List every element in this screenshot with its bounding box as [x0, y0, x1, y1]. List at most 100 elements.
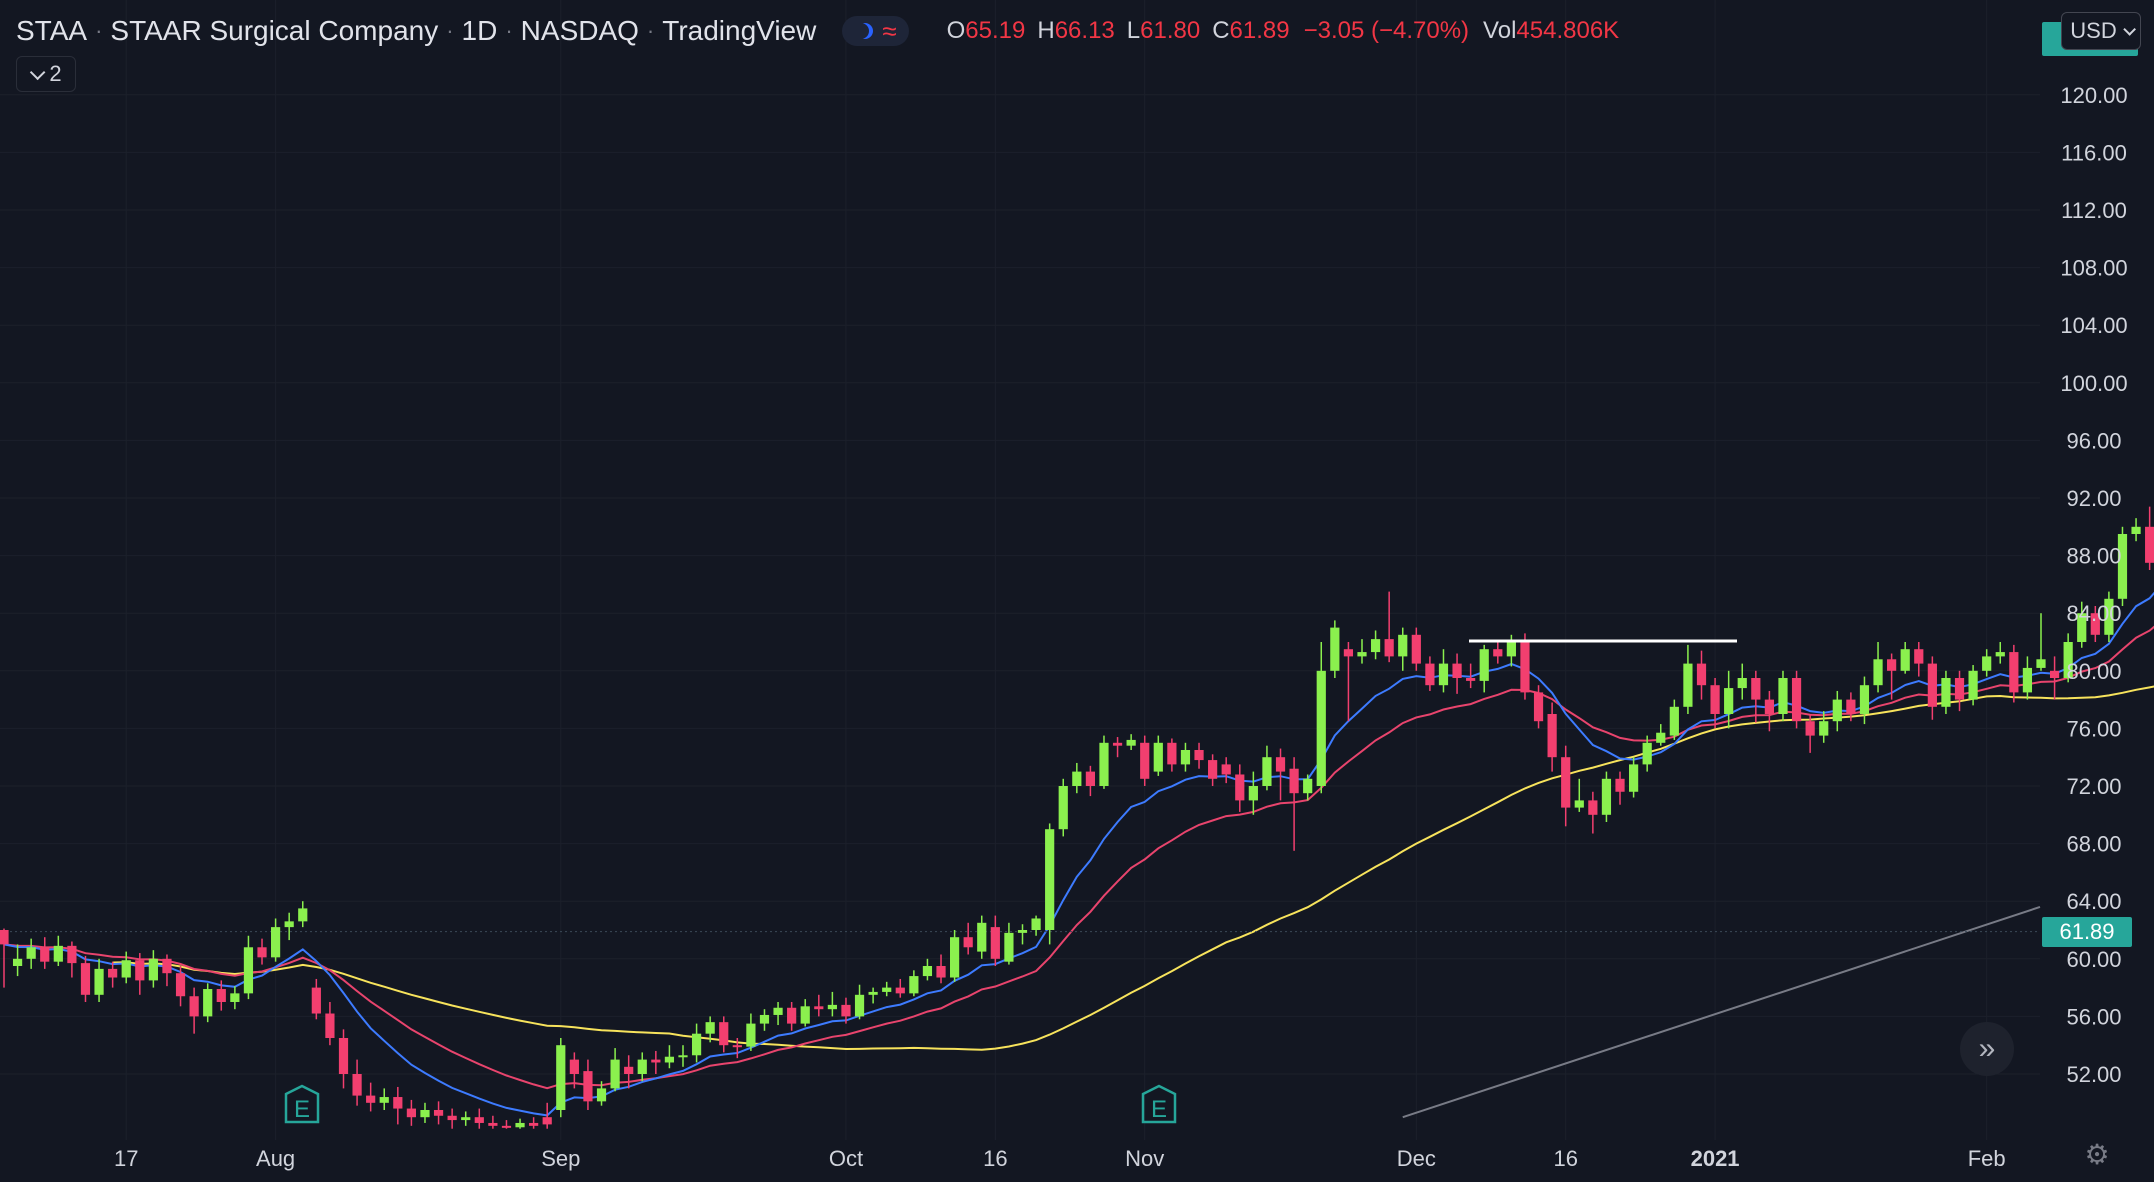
time-axis[interactable]: 17 Aug Sep Oct 16 Nov Dec 16 2021 Feb: [114, 1146, 2006, 1171]
candle: [787, 1002, 797, 1031]
separator-dot: ·: [446, 18, 454, 43]
candle: [1751, 670, 1761, 723]
candle-body: [1696, 663, 1707, 686]
candle: [1669, 699, 1679, 740]
moving-averages: [3, 591, 2154, 1119]
candle: [1954, 670, 1965, 712]
candle-body: [2104, 598, 2114, 635]
candle-body: [1425, 663, 1435, 686]
candle-body: [1574, 800, 1584, 808]
candle: [393, 1086, 403, 1125]
indicators-collapse-button[interactable]: 2: [16, 56, 76, 92]
candle-body: [746, 1023, 756, 1047]
candle-body: [1316, 670, 1326, 786]
currency-button[interactable]: USD: [2061, 12, 2141, 50]
candle: [461, 1111, 471, 1126]
candle: [366, 1082, 376, 1112]
separator-dot: ·: [95, 18, 103, 43]
candle: [1275, 748, 1286, 801]
chevrons-right-icon[interactable]: »: [1960, 1022, 2014, 1076]
candle-body: [2131, 526, 2141, 534]
x-tick-label: Sep: [541, 1146, 580, 1171]
ticker-symbol[interactable]: STAA: [16, 15, 88, 46]
candle-body: [922, 966, 933, 977]
candle: [678, 1045, 688, 1067]
candle-body: [1045, 829, 1055, 930]
candle-body: [67, 945, 77, 964]
candle-body: [406, 1108, 416, 1118]
candle-body: [1153, 742, 1163, 772]
candle-body: [909, 976, 919, 994]
interval-label[interactable]: 1D: [461, 15, 498, 46]
market-status-pill[interactable]: ≈: [842, 16, 909, 46]
candle-body: [664, 1056, 675, 1063]
candle-body: [474, 1117, 484, 1123]
volume-value: 454.806K: [1516, 17, 1620, 44]
candle: [1791, 670, 1802, 729]
candle-body: [1031, 918, 1041, 930]
candle: [1601, 771, 1612, 822]
candle-body: [556, 1045, 566, 1110]
candle-body: [1438, 663, 1449, 686]
candle: [1656, 724, 1666, 746]
chevron-down-icon: [2122, 22, 2136, 36]
candle-body: [1982, 656, 1992, 671]
candle: [1004, 922, 1014, 965]
candle-body: [1588, 800, 1598, 815]
candle-body: [488, 1122, 498, 1126]
candle-body: [1873, 659, 1883, 686]
candle-body: [420, 1110, 430, 1118]
close-label: C: [1212, 17, 1230, 44]
candle: [1764, 690, 1774, 732]
candle: [759, 1009, 770, 1031]
earnings-e-icon[interactable]: E: [1141, 1084, 1177, 1124]
candle-body: [1737, 678, 1747, 689]
candle-body: [1954, 678, 1965, 700]
sma-200-line: [1402, 906, 2041, 1119]
candle-body: [338, 1038, 349, 1074]
indicator-count: 2: [49, 61, 62, 86]
earnings-e-icon[interactable]: E: [284, 1084, 320, 1124]
candle-body: [610, 1059, 620, 1089]
candle: [1398, 627, 1408, 671]
candle-body: [787, 1007, 797, 1024]
candle-body: [583, 1071, 593, 1102]
earnings-badge-shape: [284, 1084, 320, 1124]
candle: [719, 1016, 729, 1053]
high-value: 66.13: [1054, 17, 1115, 44]
candle-body: [1303, 778, 1313, 794]
candle-body: [1656, 732, 1666, 743]
candle-body: [1017, 930, 1028, 933]
ema-20-line: [3, 625, 2154, 1090]
candle: [2009, 644, 2019, 703]
candle: [1696, 650, 1707, 700]
candle: [311, 978, 321, 1020]
open-label: O: [946, 17, 966, 44]
chart-header: STAA · STAAR Surgical Company · 1D · NAS…: [16, 10, 1619, 52]
x-tick-label: 2021: [1691, 1146, 1740, 1171]
candle: [773, 1002, 783, 1026]
price-axis[interactable]: 52.00 56.00 60.00 64.00 68.00 72.00 76.00 80.00…: [2060, 83, 2127, 1087]
separator-dot: ·: [505, 18, 513, 43]
candle-body: [2022, 667, 2033, 693]
candle: [203, 983, 213, 1023]
candle-body: [963, 937, 973, 948]
candle: [284, 912, 294, 941]
y-tick-label: 104.00: [2060, 313, 2127, 338]
candle: [827, 991, 837, 1017]
candle: [1357, 639, 1367, 664]
ohlc-values: O 65.19 H 66.13 L 61.80 C 61.89 −3.05 (−4.70…: [935, 17, 1620, 45]
candle: [542, 1102, 552, 1129]
y-tick-label: 68.00: [2066, 832, 2121, 857]
candle: [705, 1016, 715, 1043]
gear-icon[interactable]: ⚙: [2084, 1139, 2110, 1170]
candle-body: [26, 947, 36, 959]
exchange-label: NASDAQ: [520, 15, 639, 46]
ema-10-line: [3, 591, 2154, 1117]
candle: [515, 1118, 525, 1129]
y-tick-label: 100.00: [2060, 371, 2127, 396]
candle: [1343, 642, 1354, 722]
candle-body: [2145, 526, 2154, 563]
candle: [2022, 656, 2033, 700]
